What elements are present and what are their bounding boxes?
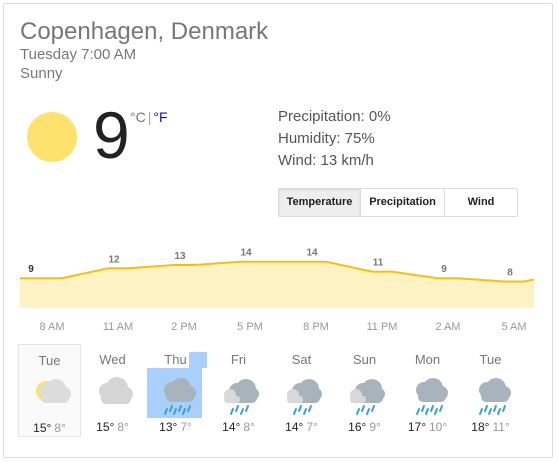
tab-precipitation[interactable]: Precipitation — [361, 189, 445, 216]
forecast-day-name: Sat — [291, 352, 312, 367]
forecast-day[interactable]: Tue 15° 8° — [18, 344, 81, 437]
tab-temperature[interactable]: Temperature — [279, 189, 361, 216]
tab-wind[interactable]: Wind — [467, 196, 495, 208]
forecast-day-name: Tue — [38, 353, 61, 368]
forecast-day[interactable]: Tue 18° 11° — [459, 344, 522, 437]
daily-forecast: Tue 15° 8° Wed 15° 8° Thu 13° 7° Fri 14° 8° Sat 14° 7°… — [18, 344, 522, 437]
precipitation-detail: Precipitation: 0% — [278, 108, 391, 125]
forecast-day[interactable]: Fri 14° 8° — [207, 344, 270, 437]
chart-value-label: 9 — [28, 264, 34, 275]
forecast-high: 14° — [222, 420, 241, 434]
temperature-line — [20, 260, 535, 283]
temperature-area — [20, 261, 534, 308]
selection-highlight-corner — [189, 352, 207, 368]
forecast-high: 15° — [96, 420, 115, 434]
sunny-icon — [27, 112, 77, 162]
forecast-day[interactable]: Thu 13° 7° — [144, 344, 207, 437]
unit-switcher: °C | °F — [130, 109, 168, 125]
forecast-day-name: Mon — [414, 352, 441, 367]
forecast-high: 13° — [159, 420, 178, 434]
chart-value-label: 14 — [306, 248, 318, 259]
forecast-temps: 18° 11° — [459, 420, 522, 434]
forecast-day[interactable]: Sun 16° 9° — [333, 344, 396, 437]
forecast-temps: 17° 10° — [396, 420, 459, 434]
forecast-high: 14° — [285, 420, 304, 434]
weather-card — [3, 3, 553, 458]
humidity-detail: Humidity: 75% — [278, 130, 375, 147]
partly-sunny-icon — [36, 379, 71, 403]
chart-value-label: 8 — [507, 268, 513, 279]
forecast-high: 18° — [471, 420, 490, 434]
chart-value-label: 13 — [174, 251, 186, 262]
rain-icon — [479, 378, 511, 415]
chart-x-label: 5 AM — [501, 321, 526, 333]
forecast-day[interactable]: Wed 15° 8° — [81, 344, 144, 437]
forecast-temps: 14° 7° — [270, 420, 333, 434]
forecast-low: 11° — [492, 420, 510, 434]
cloudy-icon — [99, 377, 133, 404]
forecast-day-name: Wed — [99, 352, 126, 367]
current-datetime: Tuesday 7:00 AM — [20, 46, 137, 63]
forecast-low: 7° — [180, 420, 192, 434]
celsius-unit: °C — [130, 109, 146, 125]
forecast-temps: 14° 8° — [207, 420, 270, 434]
location-title: Copenhagen, Denmark — [20, 18, 269, 45]
chart-value-label: 11 — [373, 258, 384, 269]
forecast-temps: 16° 9° — [333, 420, 396, 434]
forecast-day[interactable]: Mon 17° 10° — [396, 344, 459, 437]
forecast-day-name: Thu — [164, 352, 187, 367]
forecast-low: 8° — [117, 420, 129, 434]
showers-icon — [287, 379, 322, 415]
chart-x-label: 8 AM — [39, 321, 64, 333]
chart-tabs: Temperature Precipitation Wind — [278, 188, 518, 217]
rain-icon — [164, 378, 196, 415]
chart-x-label: 5 PM — [237, 321, 263, 333]
forecast-day-name: Fri — [230, 352, 247, 367]
forecast-low: 7° — [306, 420, 318, 434]
forecast-high: 16° — [348, 420, 367, 434]
temperature-chart: 9 12 13 14 14 11 9 8 8 AM 11 AM 2 PM 5 PM 8 PM 11 PM 2… — [20, 248, 535, 333]
forecast-high: 17° — [407, 420, 426, 434]
forecast-day-name: Sun — [352, 352, 377, 367]
showers-icon — [350, 379, 385, 415]
chart-x-label: 11 AM — [103, 321, 133, 333]
chart-x-label: 2 AM — [435, 321, 460, 333]
wind-detail: Wind: 13 km/h — [278, 152, 374, 169]
chart-x-label: 11 PM — [367, 321, 398, 333]
forecast-temps: 13° 7° — [144, 420, 207, 434]
rain-icon — [416, 378, 448, 415]
forecast-day[interactable]: Sat 14° 7° — [270, 344, 333, 437]
chart-value-label: 12 — [108, 254, 120, 265]
forecast-low: 8° — [54, 421, 66, 435]
fahrenheit-link[interactable]: °F — [153, 109, 168, 125]
forecast-low: 8° — [243, 420, 255, 434]
forecast-high: 15° — [33, 421, 52, 435]
forecast-temps: 15° 8° — [19, 421, 80, 435]
current-temperature: 9 — [93, 98, 130, 172]
showers-icon — [224, 379, 259, 415]
forecast-low: 9° — [369, 420, 381, 434]
chart-value-label: 14 — [240, 248, 252, 259]
current-condition: Sunny — [20, 65, 63, 82]
chart-x-label: 2 PM — [171, 321, 197, 333]
forecast-low: 10° — [429, 420, 448, 434]
unit-separator: | — [147, 109, 152, 125]
chart-x-label: 8 PM — [303, 321, 329, 333]
chart-value-label: 9 — [441, 264, 447, 275]
forecast-temps: 15° 8° — [81, 420, 144, 434]
weather-details: Precipitation: 0% Humidity: 75% Wind: 13… — [278, 106, 391, 172]
forecast-day-name: Tue — [479, 352, 502, 367]
